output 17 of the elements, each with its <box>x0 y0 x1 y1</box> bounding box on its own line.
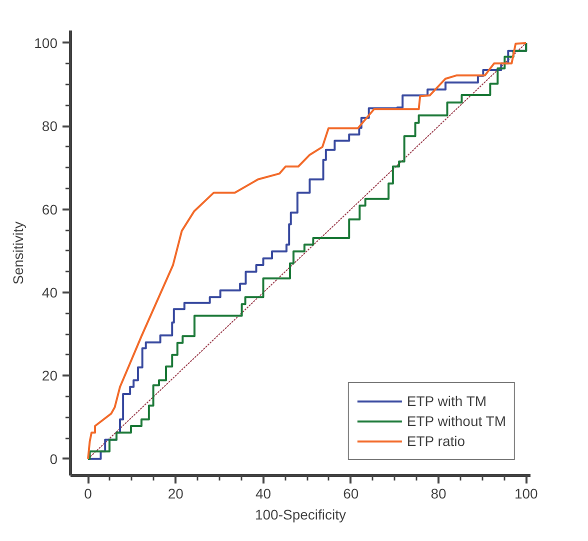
y-tick-label: 40 <box>42 284 58 301</box>
x-tick-label: 40 <box>255 486 272 502</box>
x-tick-label: 100 <box>514 486 538 502</box>
legend-label: ETP ratio <box>406 433 466 449</box>
y-tick-label: 100 <box>34 34 58 51</box>
x-tick-label: 0 <box>84 486 92 502</box>
y-tick-label: 60 <box>42 201 58 218</box>
y-tick-label: 80 <box>42 118 58 134</box>
x-tick-label: 60 <box>343 486 359 502</box>
y-tick-label: 0 <box>50 450 58 467</box>
y-axis-title: Sensitivity <box>10 221 26 285</box>
legend-label: ETP with TM <box>406 393 487 409</box>
legend-label: ETP without TM <box>406 413 506 429</box>
x-tick-label: 80 <box>430 486 446 502</box>
x-axis-title: 100-Specificity <box>254 506 346 522</box>
y-tick-label: 20 <box>42 368 58 384</box>
x-tick-label: 20 <box>168 486 184 502</box>
